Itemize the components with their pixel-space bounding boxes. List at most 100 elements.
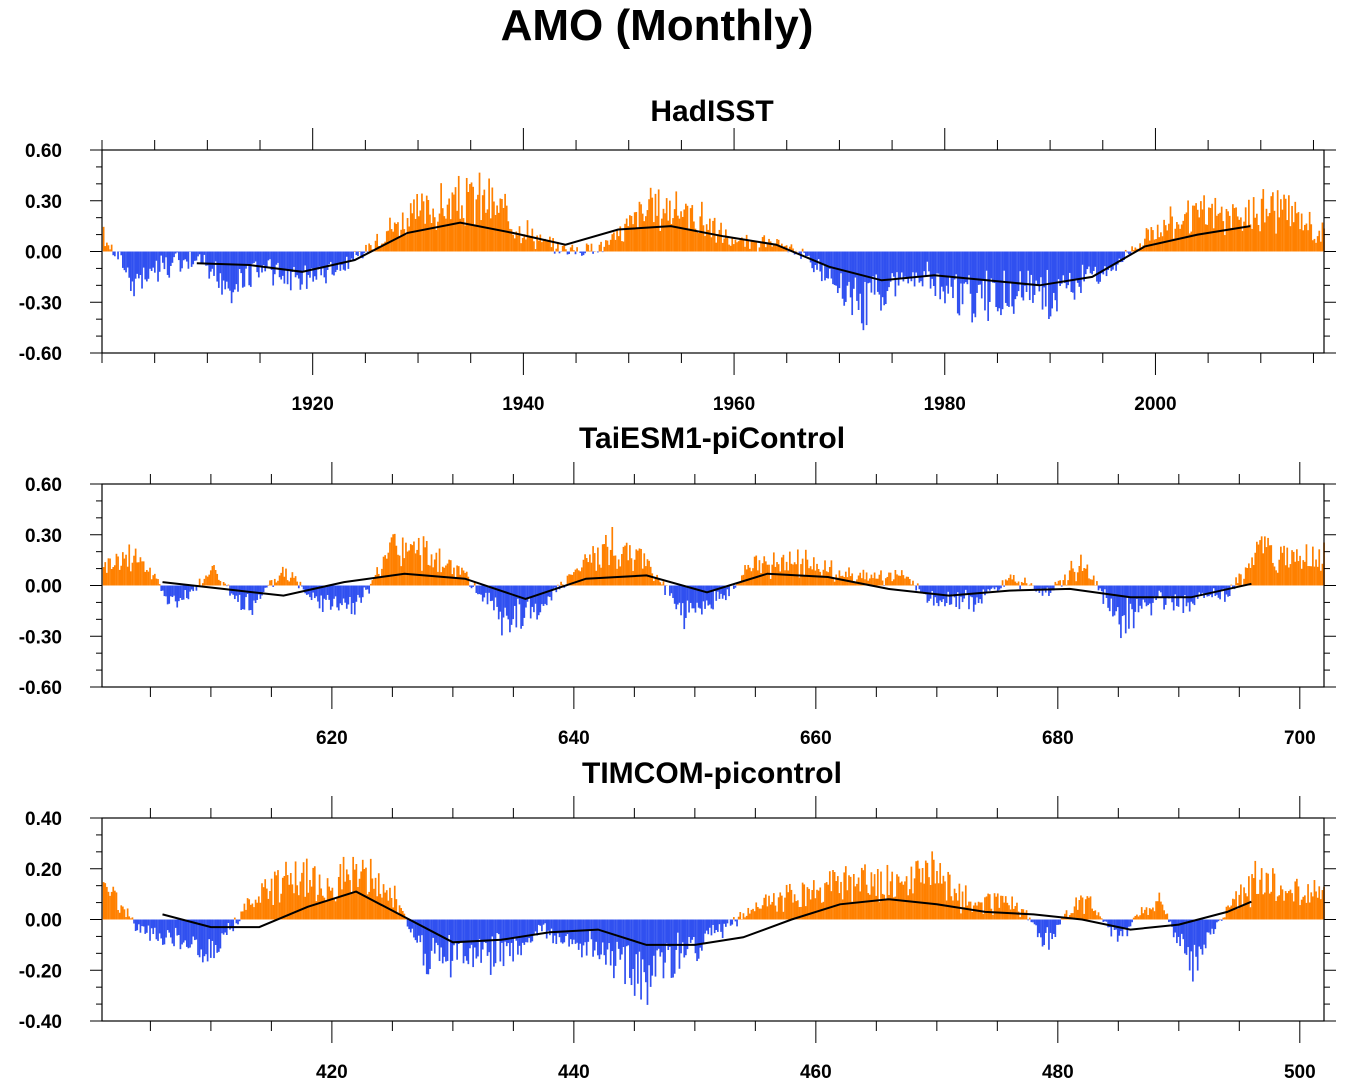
anomaly-bar <box>806 559 809 586</box>
anomaly-bar <box>605 240 607 252</box>
anomaly-bar <box>321 585 324 612</box>
anomaly-bar <box>1144 909 1146 920</box>
anomaly-bar <box>630 558 633 586</box>
anomaly-bar <box>939 863 942 920</box>
anomaly-bar <box>345 251 348 257</box>
anomaly-bar <box>1300 213 1303 252</box>
anomaly-bar <box>323 897 326 920</box>
anomaly-bar <box>483 919 486 943</box>
anomaly-bar <box>142 919 145 927</box>
anomaly-bar <box>918 868 921 920</box>
anomaly-bar <box>389 542 391 586</box>
anomaly-bar <box>605 534 607 586</box>
anomaly-bar <box>693 919 695 937</box>
anomaly-bar <box>363 868 366 920</box>
anomaly-bar <box>419 919 422 943</box>
anomaly-bar <box>1027 251 1029 271</box>
anomaly-bar <box>1139 915 1141 920</box>
anomaly-bar <box>859 251 862 294</box>
anomaly-bar <box>565 919 567 937</box>
anomaly-bar <box>413 541 415 586</box>
anomaly-bar <box>501 199 503 252</box>
anomaly-bar <box>1219 918 1221 920</box>
anomaly-bar <box>341 585 343 606</box>
anomaly-bar <box>1075 581 1077 586</box>
anomaly-bar <box>249 251 252 287</box>
anomaly-bar <box>581 919 583 958</box>
anomaly-bar <box>697 585 700 608</box>
anomaly-bar <box>932 585 935 606</box>
anomaly-bar <box>491 585 494 601</box>
anomaly-bar <box>238 919 241 922</box>
anomaly-bar <box>1185 585 1188 607</box>
anomaly-bar <box>1078 565 1081 586</box>
anomaly-bar <box>892 579 895 586</box>
anomaly-bar <box>417 919 420 936</box>
anomaly-bar <box>1291 893 1293 920</box>
anomaly-bar <box>940 585 943 603</box>
anomaly-bar <box>747 907 750 920</box>
anomaly-bar <box>1004 896 1007 920</box>
anomaly-bar <box>1235 207 1237 252</box>
anomaly-bar <box>641 213 644 252</box>
anomaly-bar <box>1088 897 1090 920</box>
anomaly-bar <box>488 178 490 252</box>
anomaly-bar <box>472 186 474 252</box>
anomaly-bar <box>435 919 438 943</box>
anomaly-bar <box>748 248 751 252</box>
anomaly-bar <box>106 886 108 920</box>
anomaly-bar <box>1038 251 1041 292</box>
anomaly-bar <box>1083 251 1085 282</box>
anomaly-bar <box>507 221 510 252</box>
anomaly-bar <box>584 554 586 586</box>
anomaly-bar <box>433 559 436 586</box>
anomaly-bar <box>398 236 401 252</box>
anomaly-bar <box>772 552 775 586</box>
anomaly-bar <box>1203 919 1205 945</box>
anomaly-bar <box>974 585 977 605</box>
anomaly-bar <box>515 231 518 252</box>
anomaly-bar <box>502 585 505 618</box>
anomaly-bar <box>624 919 626 985</box>
anomaly-bar <box>582 251 585 256</box>
anomaly-bar <box>905 876 908 920</box>
anomaly-bar <box>1190 919 1193 952</box>
anomaly-bar <box>283 576 286 586</box>
anomaly-bar <box>534 919 537 932</box>
anomaly-bar <box>454 919 457 943</box>
anomaly-bar <box>804 906 807 920</box>
anomaly-bar <box>766 906 769 920</box>
anomaly-bar <box>824 883 826 920</box>
anomaly-bar <box>613 919 615 979</box>
anomaly-bar <box>1147 585 1149 606</box>
anomaly-bar <box>1168 919 1170 923</box>
anomaly-bar <box>206 251 209 266</box>
anomaly-bar <box>1060 585 1063 587</box>
anomaly-bar <box>245 251 247 269</box>
anomaly-bar <box>864 579 866 586</box>
anomaly-bar <box>665 919 668 944</box>
anomaly-bar <box>728 244 730 252</box>
anomaly-bar <box>281 566 284 586</box>
anomaly-bar <box>246 585 249 594</box>
anomaly-bar <box>937 585 940 607</box>
anomaly-bar <box>1112 585 1114 617</box>
anomaly-bar <box>1028 584 1031 586</box>
anomaly-bar <box>621 241 623 252</box>
anomaly-bar <box>147 571 150 586</box>
anomaly-bar <box>868 251 871 283</box>
anomaly-bar <box>137 562 140 586</box>
anomaly-bar <box>542 585 545 606</box>
anomaly-bar <box>114 890 116 920</box>
anomaly-bar <box>214 919 217 945</box>
anomaly-bar <box>384 241 387 252</box>
anomaly-bar <box>976 905 978 920</box>
anomaly-bar <box>134 251 137 279</box>
anomaly-bar <box>573 572 575 586</box>
anomaly-bar <box>1110 919 1113 937</box>
anomaly-bar <box>685 585 687 618</box>
anomaly-bar <box>373 578 375 586</box>
anomaly-bar <box>173 919 175 947</box>
anomaly-bar <box>685 203 687 252</box>
anomaly-bar <box>944 881 946 920</box>
